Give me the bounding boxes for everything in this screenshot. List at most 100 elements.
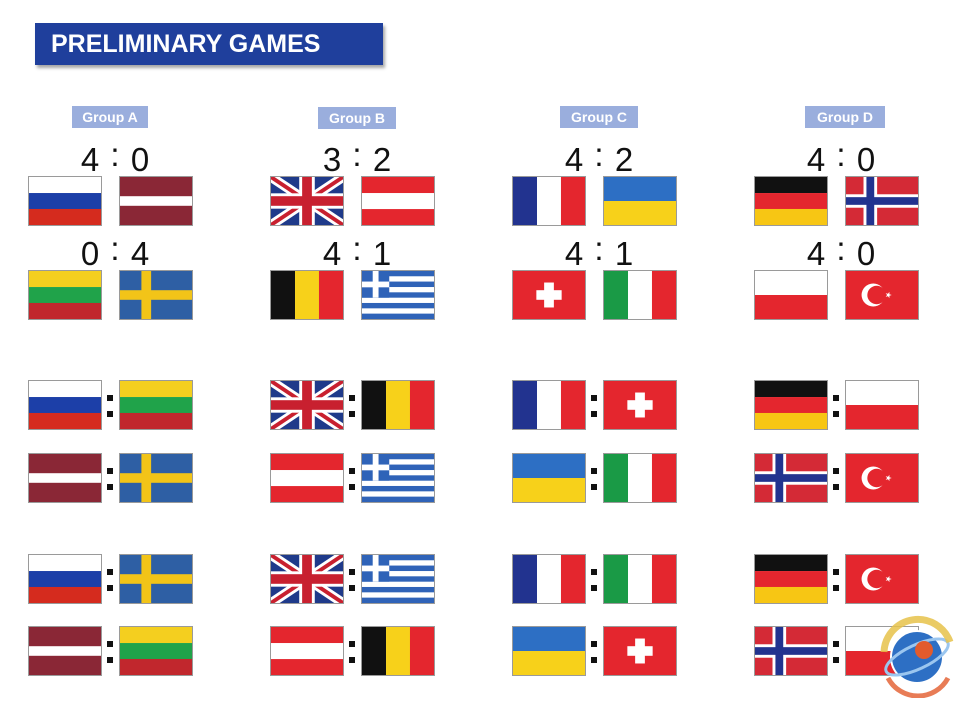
colon-separator (591, 636, 597, 666)
flag-ukraine-icon (603, 176, 677, 226)
home-score: 4 (322, 235, 342, 272)
flag-turkey-icon (845, 554, 919, 604)
flag-greece-icon (361, 554, 435, 604)
match-score: 4:1 (554, 230, 674, 274)
flag-italy-icon (603, 270, 677, 320)
flag-united-kingdom-icon (270, 554, 344, 604)
home-score: 4 (806, 235, 826, 272)
flag-sweden-icon (119, 270, 193, 320)
home-score: 3 (322, 141, 342, 178)
flag-austria-icon (270, 626, 344, 676)
colon-separator (833, 636, 839, 666)
flag-russia-icon (28, 380, 102, 430)
page-title: PRELIMINARY GAMES (35, 23, 383, 65)
flag-italy-icon (603, 453, 677, 503)
flag-france-icon (512, 176, 586, 226)
flag-united-kingdom-icon (270, 176, 344, 226)
away-score: 0 (130, 141, 150, 178)
flag-latvia-icon (28, 453, 102, 503)
match-score: 0:4 (70, 230, 190, 274)
away-score: 2 (372, 141, 392, 178)
colon-separator (833, 564, 839, 594)
flag-lithuania-icon (119, 380, 193, 430)
colon-separator (591, 564, 597, 594)
colon-separator (349, 463, 355, 493)
flag-poland-icon (754, 270, 828, 320)
away-score: 0 (856, 141, 876, 178)
away-score: 0 (856, 235, 876, 272)
flag-russia-icon (28, 554, 102, 604)
group-label: Group D (805, 106, 885, 128)
flag-germany-icon (754, 554, 828, 604)
group-label: Group A (72, 106, 148, 128)
score-colon: : (594, 136, 604, 173)
flag-belgium-icon (270, 270, 344, 320)
flag-norway-icon (845, 176, 919, 226)
flag-united-kingdom-icon (270, 380, 344, 430)
flag-belgium-icon (361, 626, 435, 676)
flag-lithuania-icon (28, 270, 102, 320)
away-score: 4 (130, 235, 150, 272)
flag-france-icon (512, 380, 586, 430)
flag-latvia-icon (119, 176, 193, 226)
home-score: 4 (80, 141, 100, 178)
flag-france-icon (512, 554, 586, 604)
flag-greece-icon (361, 453, 435, 503)
score-colon: : (110, 230, 120, 267)
match-score: 4:0 (70, 136, 190, 180)
flag-norway-icon (754, 626, 828, 676)
colon-separator (349, 390, 355, 420)
flag-sweden-icon (119, 554, 193, 604)
colon-separator (591, 463, 597, 493)
flag-greece-icon (361, 270, 435, 320)
colon-separator (591, 390, 597, 420)
league-logo-icon (880, 615, 954, 698)
colon-separator (349, 636, 355, 666)
flag-russia-icon (28, 176, 102, 226)
home-score: 4 (806, 141, 826, 178)
away-score: 2 (614, 141, 634, 178)
match-score: 3:2 (312, 136, 432, 180)
colon-separator (833, 463, 839, 493)
flag-lithuania-icon (119, 626, 193, 676)
flag-austria-icon (270, 453, 344, 503)
home-score: 0 (80, 235, 100, 272)
flag-poland-icon (845, 380, 919, 430)
match-score: 4:0 (796, 230, 916, 274)
flag-sweden-icon (119, 453, 193, 503)
away-score: 1 (614, 235, 634, 272)
score-colon: : (836, 230, 846, 267)
colon-separator (107, 564, 113, 594)
group-label: Group C (560, 106, 638, 128)
colon-separator (107, 463, 113, 493)
flag-switzerland-icon (603, 626, 677, 676)
match-score: 4:0 (796, 136, 916, 180)
colon-separator (107, 390, 113, 420)
flag-turkey-icon (845, 270, 919, 320)
flag-belgium-icon (361, 380, 435, 430)
flag-germany-icon (754, 176, 828, 226)
score-colon: : (836, 136, 846, 173)
flag-ukraine-icon (512, 626, 586, 676)
flag-ukraine-icon (512, 453, 586, 503)
score-colon: : (352, 230, 362, 267)
group-label: Group B (318, 107, 396, 129)
flag-germany-icon (754, 380, 828, 430)
match-score: 4:1 (312, 230, 432, 274)
match-score: 4:2 (554, 136, 674, 180)
home-score: 4 (564, 235, 584, 272)
flag-austria-icon (361, 176, 435, 226)
colon-separator (349, 564, 355, 594)
score-colon: : (110, 136, 120, 173)
home-score: 4 (564, 141, 584, 178)
flag-turkey-icon (845, 453, 919, 503)
away-score: 1 (372, 235, 392, 272)
flag-norway-icon (754, 453, 828, 503)
flag-switzerland-icon (512, 270, 586, 320)
flag-switzerland-icon (603, 380, 677, 430)
score-colon: : (352, 136, 362, 173)
flag-latvia-icon (28, 626, 102, 676)
score-colon: : (594, 230, 604, 267)
colon-separator (107, 636, 113, 666)
colon-separator (833, 390, 839, 420)
